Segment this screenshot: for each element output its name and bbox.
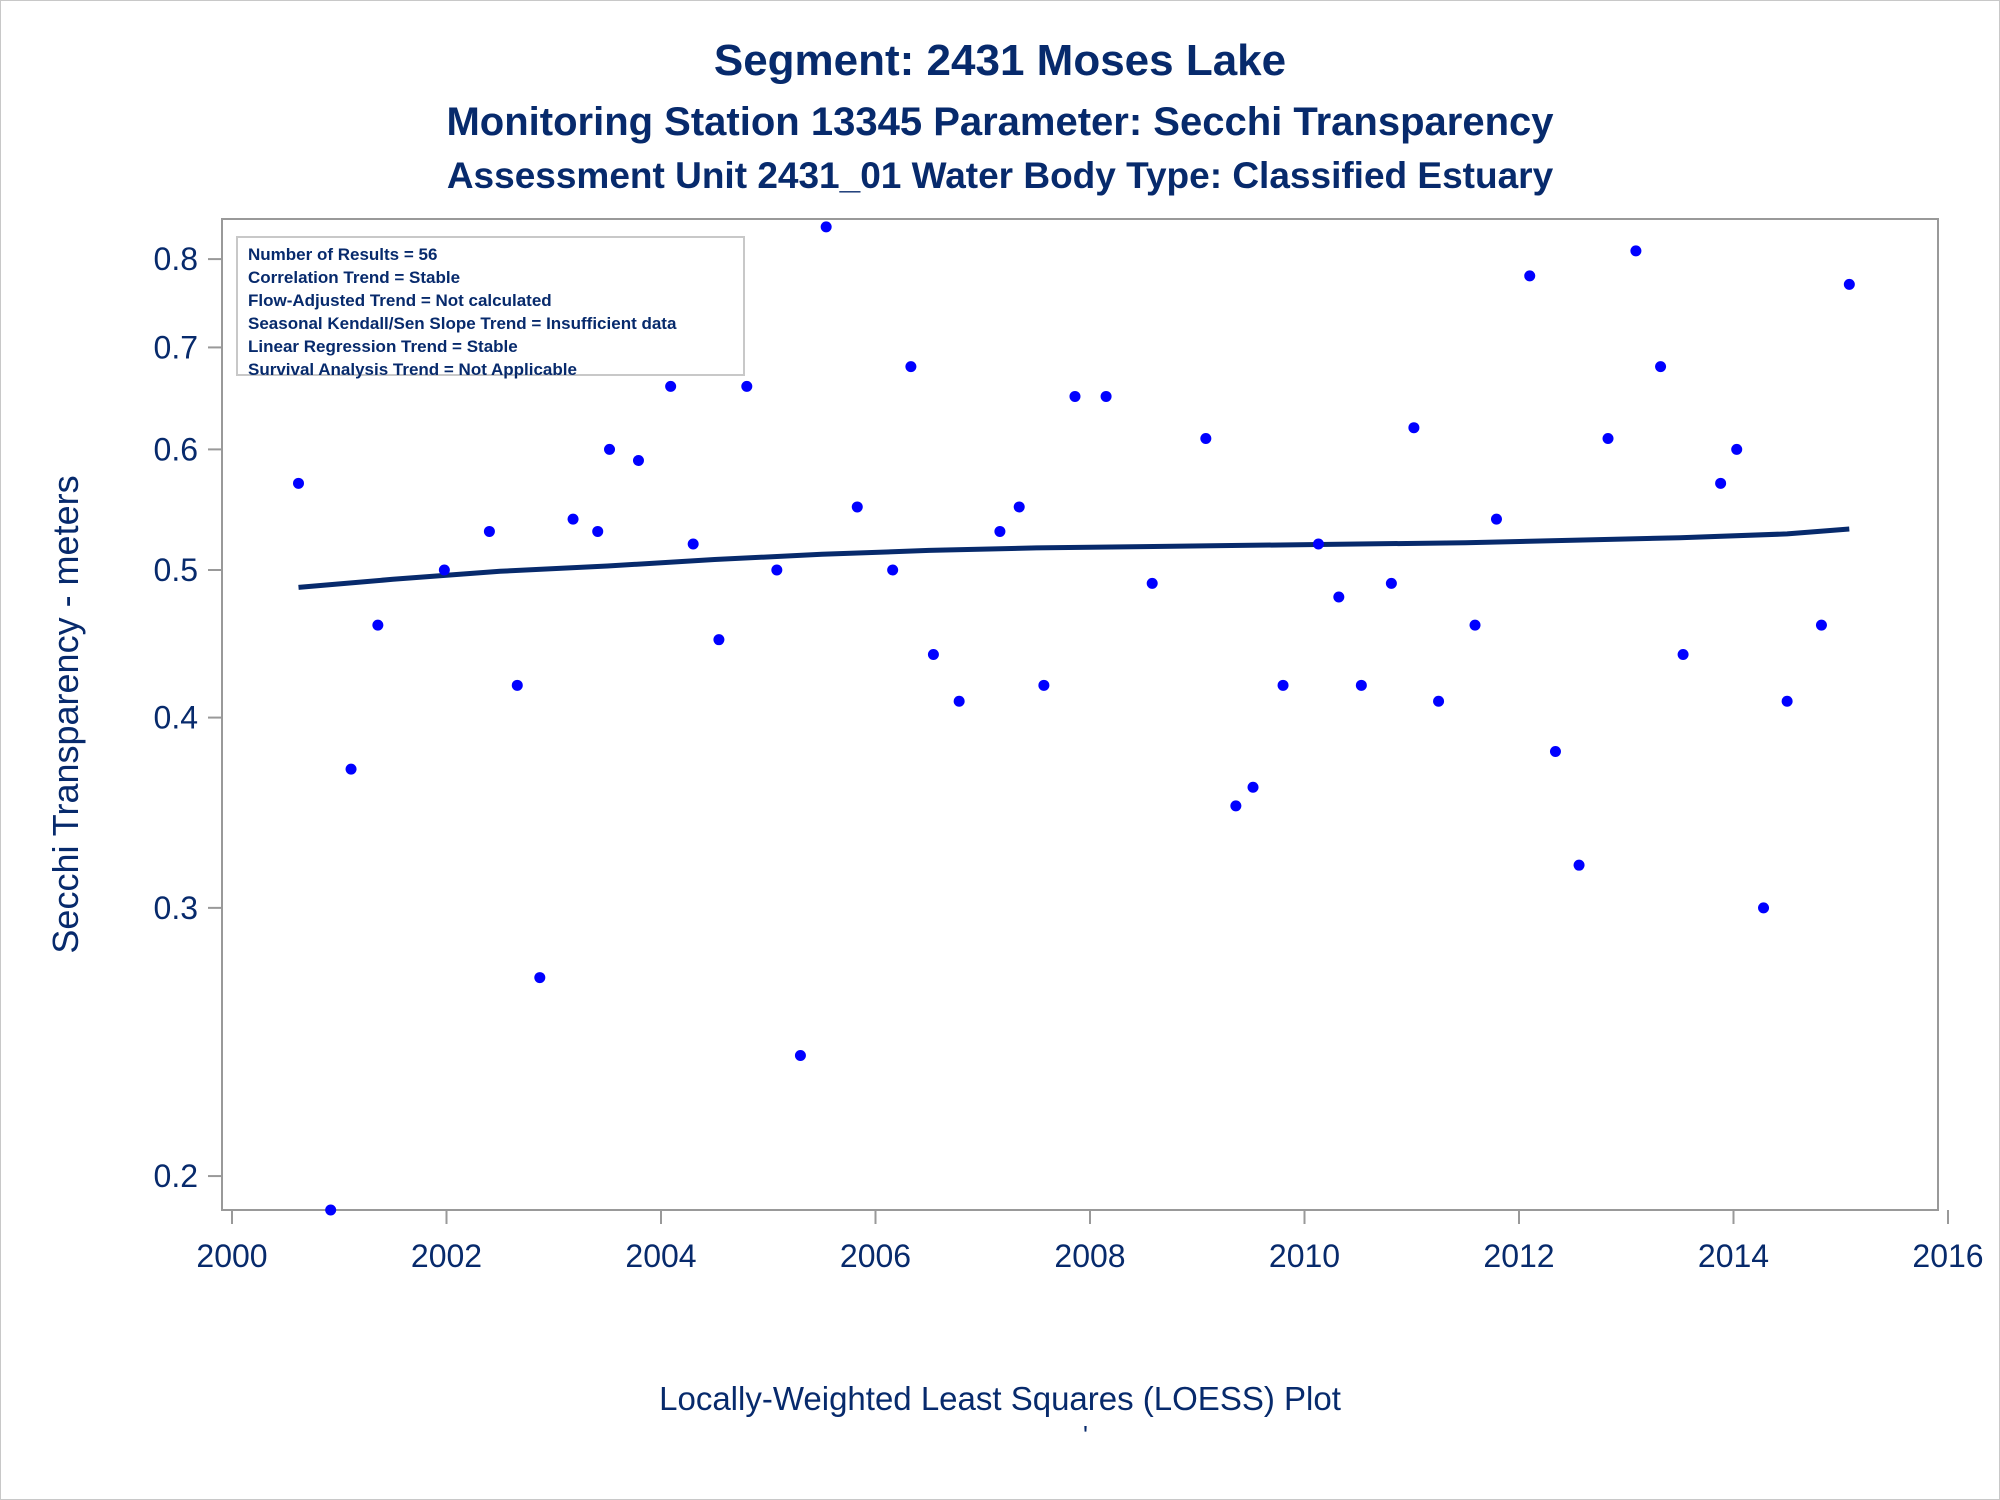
data-point (1731, 443, 1743, 455)
data-point (483, 525, 495, 537)
data-points (292, 221, 1855, 1216)
plot-footnote: Locally-Weighted Least Squares (LOESS) P… (659, 1380, 1341, 1417)
data-point (511, 679, 523, 691)
x-tick-label: 2000 (196, 1238, 267, 1274)
data-point (1312, 538, 1324, 550)
data-point (1677, 649, 1689, 661)
data-point (1200, 432, 1212, 444)
data-point (1573, 859, 1585, 871)
data-point (1781, 695, 1793, 707)
data-point (1630, 245, 1642, 257)
data-point (887, 564, 899, 576)
y-tick-label: 0.5 (154, 552, 198, 588)
data-point (1100, 390, 1112, 402)
data-point (1433, 695, 1445, 707)
data-point (1333, 591, 1345, 603)
data-point (713, 634, 725, 646)
y-tick-label: 0.8 (154, 241, 198, 277)
y-axis-ticks: 0.2 0.3 0.4 0.5 0.6 0.7 0.8 (154, 241, 222, 1194)
data-point (1843, 278, 1855, 290)
loess-trend-line (298, 526, 1850, 590)
chart-subtitle-station: Monitoring Station 13345 Parameter: Secc… (446, 100, 1554, 144)
data-point (1146, 577, 1158, 589)
x-tick-label: 2012 (1483, 1238, 1554, 1274)
data-point (794, 1049, 806, 1061)
data-point (1247, 781, 1259, 793)
y-tick-label: 0.4 (154, 700, 198, 736)
data-point (1490, 513, 1502, 525)
x-axis-ticks: 2000 2002 2004 2006 2008 2010 2012 2014 2016 (196, 1210, 1984, 1274)
data-point (1277, 679, 1289, 691)
x-tick-label: 2006 (840, 1238, 911, 1274)
data-point (1230, 800, 1242, 812)
y-tick-label: 0.3 (154, 890, 198, 926)
data-point (687, 538, 699, 550)
data-point (1385, 577, 1397, 589)
y-tick-label: 0.7 (154, 329, 198, 365)
plot-area (221, 218, 1939, 1211)
data-point (292, 477, 304, 489)
data-point (345, 763, 357, 775)
data-point (1758, 902, 1770, 914)
stat-linear-regression-trend: Linear Regression Trend = Stable (248, 337, 518, 356)
data-point (438, 564, 450, 576)
stat-correlation-trend: Correlation Trend = Stable (248, 268, 461, 287)
data-point (604, 443, 616, 455)
chart-subtitle-assessment: Assessment Unit 2431_01 Water Body Type:… (446, 155, 1554, 196)
y-axis-label: Secchi Transparency - meters (45, 475, 86, 953)
x-tick-label: 2002 (411, 1238, 482, 1274)
stat-number-of-results: Number of Results = 56 (248, 245, 438, 264)
footnote-mark: ' (1083, 1420, 1088, 1450)
y-tick-label: 0.6 (154, 431, 198, 467)
data-point (994, 525, 1006, 537)
x-tick-label: 2014 (1698, 1238, 1769, 1274)
x-tick-label: 2010 (1269, 1238, 1340, 1274)
data-point (741, 380, 753, 392)
data-point (771, 564, 783, 576)
data-point (820, 221, 832, 233)
data-point (1549, 746, 1561, 758)
data-point (567, 513, 579, 525)
stat-survival-analysis-trend: Survival Analysis Trend = Not Applicable (248, 360, 577, 379)
data-point (1815, 619, 1827, 631)
data-point (1715, 477, 1727, 489)
data-point (1602, 432, 1614, 444)
x-tick-label: 2016 (1912, 1238, 1983, 1274)
y-tick-label: 0.2 (154, 1158, 198, 1194)
data-point (592, 525, 604, 537)
data-point (325, 1204, 337, 1216)
data-point (1524, 270, 1536, 282)
data-point (534, 972, 546, 984)
data-point (1013, 501, 1025, 513)
data-point (632, 455, 644, 467)
data-point (851, 501, 863, 513)
data-point (372, 619, 384, 631)
trend-stats-box: Number of Results = 56 Correlation Trend… (236, 236, 745, 379)
data-point (1069, 390, 1081, 402)
data-point (1655, 361, 1667, 373)
chart-title: Segment: 2431 Moses Lake (713, 36, 1287, 85)
data-point (953, 695, 965, 707)
x-tick-label: 2004 (625, 1238, 696, 1274)
data-point (1469, 619, 1481, 631)
stat-seasonal-kendall-trend: Seasonal Kendall/Sen Slope Trend = Insuf… (248, 314, 677, 333)
stat-flow-adjusted-trend: Flow-Adjusted Trend = Not calculated (248, 291, 552, 310)
data-point (927, 649, 939, 661)
data-point (1038, 679, 1050, 691)
data-point (1355, 679, 1367, 691)
x-tick-label: 2008 (1054, 1238, 1125, 1274)
data-point (905, 361, 917, 373)
data-point (665, 380, 677, 392)
data-point (1408, 422, 1420, 434)
